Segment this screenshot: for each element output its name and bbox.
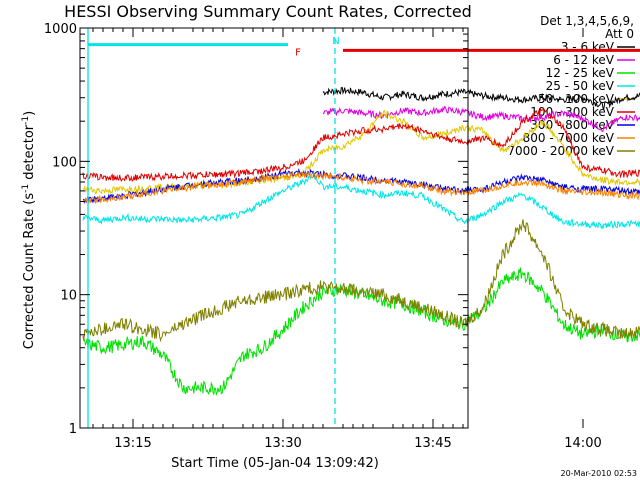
x-tick-label: 13:15 <box>114 436 151 451</box>
series-line-8 <box>82 170 640 205</box>
y-axis-label: Corrected Count Rate (s-1 detector-1) <box>21 111 37 349</box>
generation-timestamp: 20-Mar-2010 02:53 <box>561 469 638 478</box>
series-line-2 <box>322 105 640 133</box>
y-tick-label: 1 <box>69 422 77 437</box>
x-tick-label: 14:00 <box>564 436 601 451</box>
legend-label-4: 25 - 50 keV <box>546 79 615 93</box>
legend-label-1: 3 - 6 keV <box>561 40 615 54</box>
y-tick-label: 100 <box>52 155 77 170</box>
legend-header-attenuator: Att 0 <box>605 27 634 41</box>
legend-label-9: 7000 - 20000 keV <box>507 144 614 158</box>
flag-label-1: F <box>295 48 301 59</box>
x-tick-label: 13:30 <box>264 436 301 451</box>
series-line-1 <box>322 86 640 111</box>
plot-area: FN110100100013:1513:3013:4514:0014:1514:… <box>44 22 640 451</box>
x-axis-label: Start Time (05-Jan-04 13:09:42) <box>171 456 379 471</box>
legend-label-5: 50 - 100 keV <box>538 92 615 106</box>
x-tick-label: 13:45 <box>414 436 451 451</box>
y-tick-label: 1000 <box>44 22 77 37</box>
legend-label-2: 6 - 12 keV <box>553 53 615 67</box>
series-line-3 <box>83 267 640 397</box>
plot-frame <box>79 27 469 429</box>
series-line-6 <box>82 106 640 183</box>
chart-title: HESSI Observing Summary Count Rates, Cor… <box>64 2 472 21</box>
series-line-9 <box>82 219 640 343</box>
legend-label-7: 300 - 800 keV <box>530 118 614 132</box>
flag-label-2: N <box>332 36 339 47</box>
legend-header-detectors: Det 1,3,4,5,6,9, <box>540 14 634 28</box>
series-line-4 <box>82 172 640 230</box>
y-tick-label: 10 <box>60 289 77 304</box>
legend-label-3: 12 - 25 keV <box>546 66 615 80</box>
